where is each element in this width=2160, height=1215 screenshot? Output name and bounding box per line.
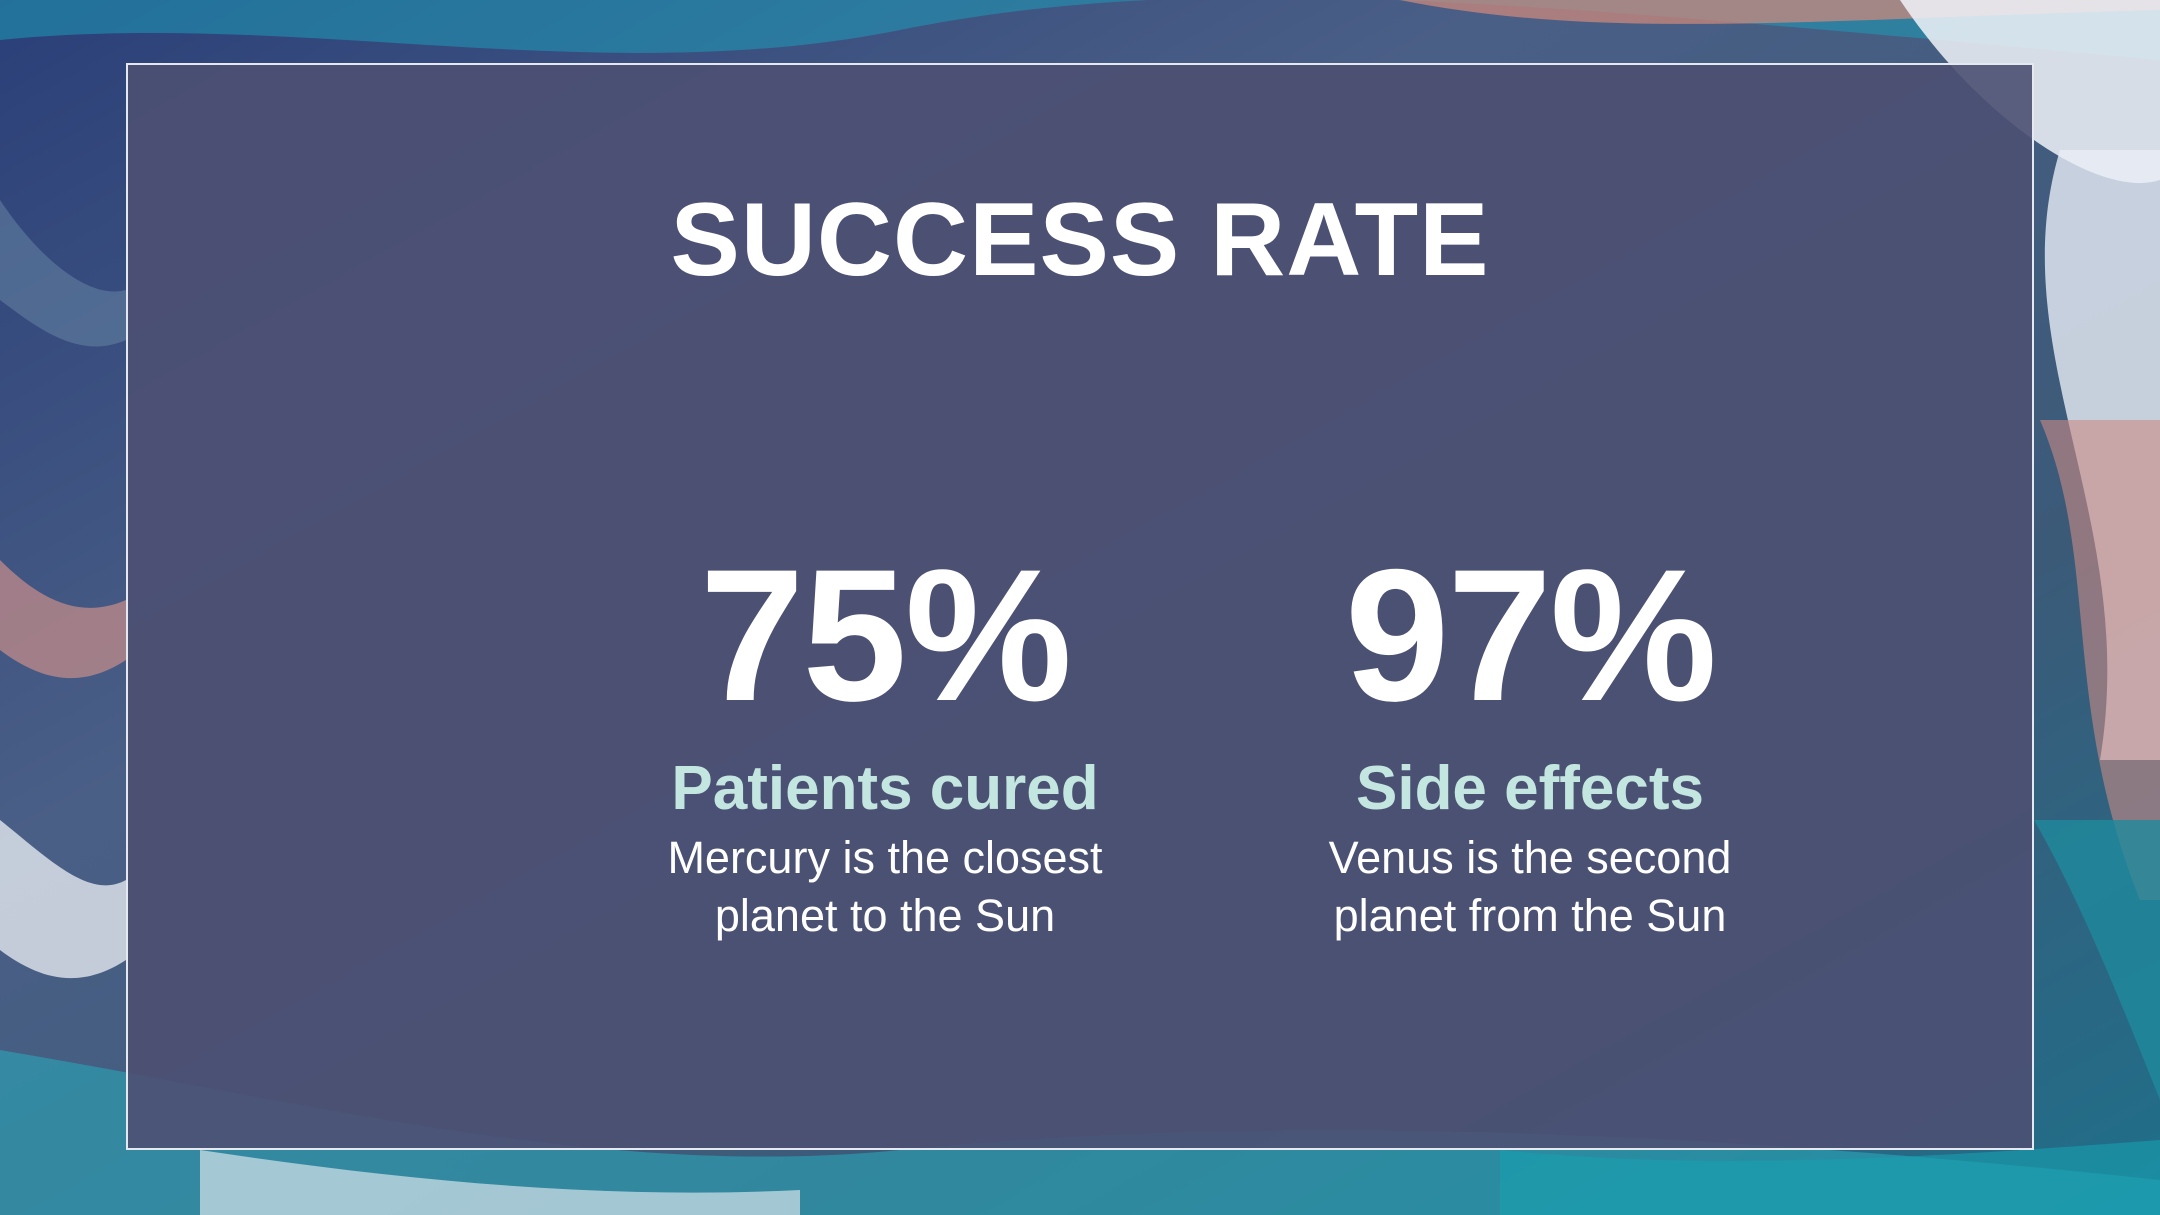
stat-patients-cured: 75% Patients cured Mercury is the closes… [565,535,1205,945]
stat-label: Patients cured [671,754,1099,823]
content-panel: SUCCESS RATE 75% Patients cured Mercury … [126,63,2034,1150]
stat-description: Mercury is the closest planet to the Sun [565,829,1205,945]
stat-value: 75% [699,530,1072,740]
stat-value: 97% [1344,530,1717,740]
stat-label: Side effects [1355,754,1705,823]
stat-side-effects: 97% Side effects Venus is the second pla… [1210,535,1850,945]
stat-description: Venus is the second planet from the Sun [1210,829,1850,945]
slide-title: SUCCESS RATE [670,182,1490,298]
stat-description-line: Mercury is the closest [667,832,1103,883]
stat-description-line: Venus is the second [1328,832,1732,883]
stat-description-line: planet to the Sun [714,890,1056,941]
stat-description-line: planet from the Sun [1333,890,1727,941]
